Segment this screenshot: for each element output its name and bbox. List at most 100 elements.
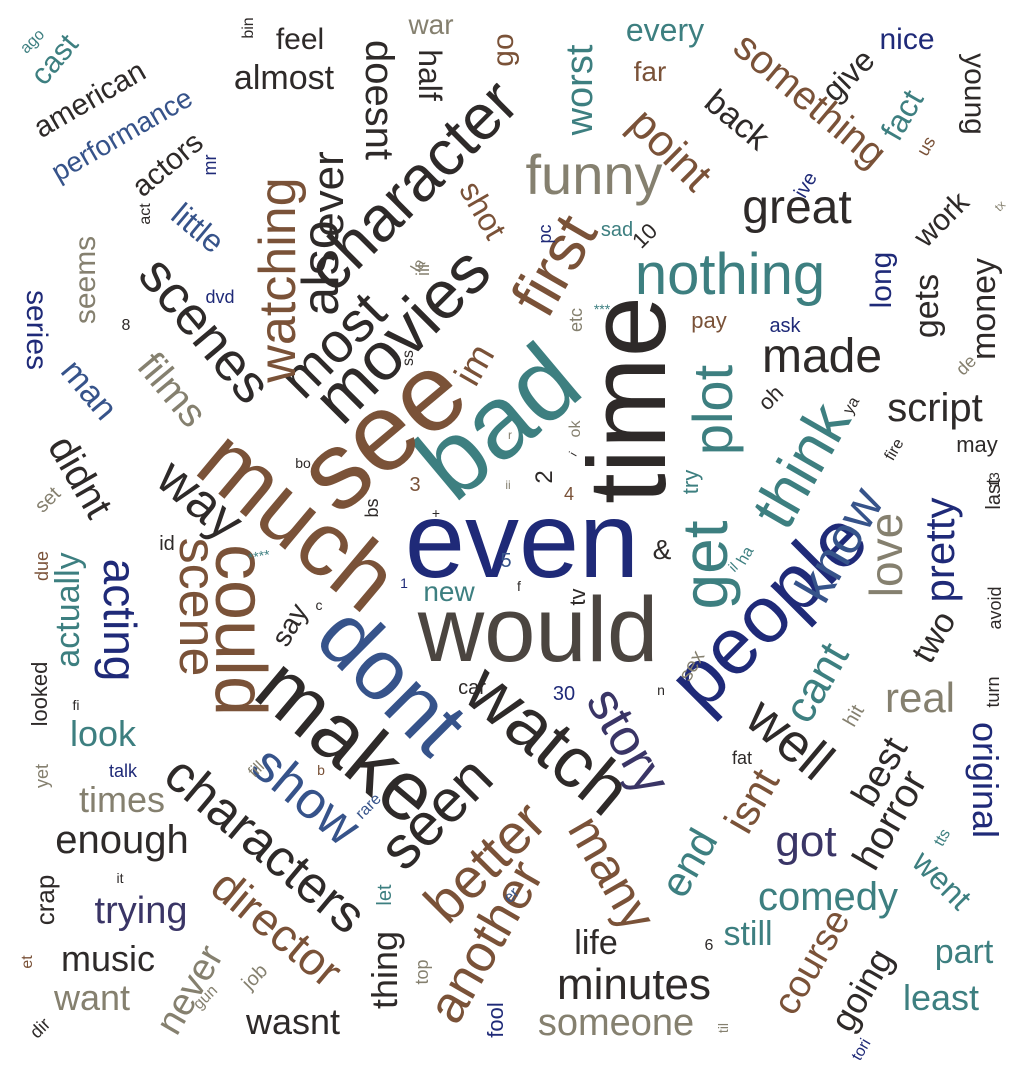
word-1: would xyxy=(417,579,659,681)
word-158: it xyxy=(116,870,124,886)
word-180: 1 xyxy=(400,575,408,591)
word-175: b xyxy=(317,762,325,778)
word-28: watching xyxy=(249,177,307,383)
word-125: 30 xyxy=(552,683,576,705)
word-14: nothing xyxy=(634,242,826,307)
word-182: ii xyxy=(505,478,511,492)
word-160: et xyxy=(19,955,36,969)
word-67: look xyxy=(69,713,137,754)
word-116: sad xyxy=(600,219,634,241)
word-162: *** xyxy=(593,301,611,317)
word-127: 2 xyxy=(531,470,558,484)
word-78: money xyxy=(965,257,1003,361)
word-168: 8 xyxy=(121,317,131,334)
word-106: ask xyxy=(769,315,801,337)
word-85: back xyxy=(697,82,777,158)
word-56: script xyxy=(887,386,983,430)
word-33: made xyxy=(761,330,883,383)
word-62: least xyxy=(902,977,980,1018)
word-118: dvd xyxy=(205,287,235,307)
word-138: set xyxy=(30,482,66,518)
word-174: c xyxy=(315,597,323,613)
word-54: minutes xyxy=(556,960,712,1009)
word-117: id xyxy=(159,533,175,555)
word-89: half xyxy=(412,49,448,101)
word-156: tori xyxy=(848,1035,875,1064)
word-74: part xyxy=(934,933,994,971)
word-122: bin xyxy=(240,17,257,39)
word-130: & xyxy=(652,534,672,565)
word-131: fat xyxy=(731,748,753,768)
word-103: new xyxy=(423,576,475,607)
word-43: pretty xyxy=(916,497,963,603)
word-53: enough xyxy=(55,818,189,862)
word-177: tx xyxy=(991,197,1009,215)
word-164: bo xyxy=(295,455,311,471)
word-29: scene xyxy=(168,537,226,677)
word-114: oh xyxy=(753,380,789,416)
word-124: us xyxy=(912,132,940,160)
word-105: pay xyxy=(691,308,727,333)
word-68: times xyxy=(78,779,166,820)
word-88: go xyxy=(487,33,520,67)
word-107: may xyxy=(956,432,998,457)
word-176: r xyxy=(508,428,512,442)
word-63: someone xyxy=(537,1002,695,1044)
word-134: crap xyxy=(30,874,60,926)
word-69: trying xyxy=(94,890,188,932)
word-15: plot xyxy=(681,364,744,456)
word-37: ever xyxy=(304,151,353,237)
word-165: ss xyxy=(400,350,417,366)
word-34: many xyxy=(557,806,667,940)
word-32: great xyxy=(742,181,852,234)
word-20: funny xyxy=(525,143,663,206)
word-47: end xyxy=(650,820,727,905)
word-48: got xyxy=(775,817,837,866)
word-79: long xyxy=(865,251,898,309)
word-64: wasnt xyxy=(245,1001,341,1042)
word-135: yet xyxy=(32,763,52,789)
word-152: etc xyxy=(566,307,586,333)
word-73: still xyxy=(723,915,773,953)
word-72: life xyxy=(574,924,618,962)
word-98: seems xyxy=(69,235,102,325)
word-119: mr xyxy=(200,154,220,176)
word-87: every xyxy=(625,12,705,48)
word-38: doesnt xyxy=(357,39,401,161)
word-126: 5 xyxy=(500,550,512,572)
word-86: far xyxy=(633,56,667,87)
word-159: dir xyxy=(25,1013,55,1043)
word-90: feel xyxy=(275,23,325,56)
word-133: talk xyxy=(108,761,138,781)
word-70: music xyxy=(60,938,156,979)
word-136: looked xyxy=(27,661,52,727)
word-129: 3 xyxy=(409,474,421,496)
word-41: worst xyxy=(559,44,601,136)
word-153: ok xyxy=(567,420,584,438)
word-76: two xyxy=(904,604,964,670)
word-137: due xyxy=(32,550,52,582)
word-167: 6 xyxy=(704,937,714,954)
word-80: work xyxy=(907,185,976,254)
word-161: **** xyxy=(246,546,272,566)
word-139: job xyxy=(237,959,273,995)
word-142: fool xyxy=(483,1002,508,1038)
word-170: fi xyxy=(72,697,80,713)
word-110: turn xyxy=(983,676,1003,708)
word-101: actually xyxy=(49,552,87,668)
word-71: want xyxy=(53,977,131,1018)
word-59: original xyxy=(965,721,1006,839)
word-42: love xyxy=(860,512,912,598)
word-91: almost xyxy=(233,59,335,97)
word-171: n xyxy=(657,682,665,698)
word-151: tts xyxy=(930,826,955,850)
word-178: til xyxy=(715,1022,731,1034)
word-128: 4 xyxy=(563,484,575,504)
word-45: real xyxy=(884,674,956,721)
word-104: shot xyxy=(452,174,514,246)
word-163: bs xyxy=(362,498,382,518)
word-84: nice xyxy=(879,23,935,56)
word-109: avoid xyxy=(985,586,1005,630)
word-169: 13 xyxy=(986,472,1002,488)
